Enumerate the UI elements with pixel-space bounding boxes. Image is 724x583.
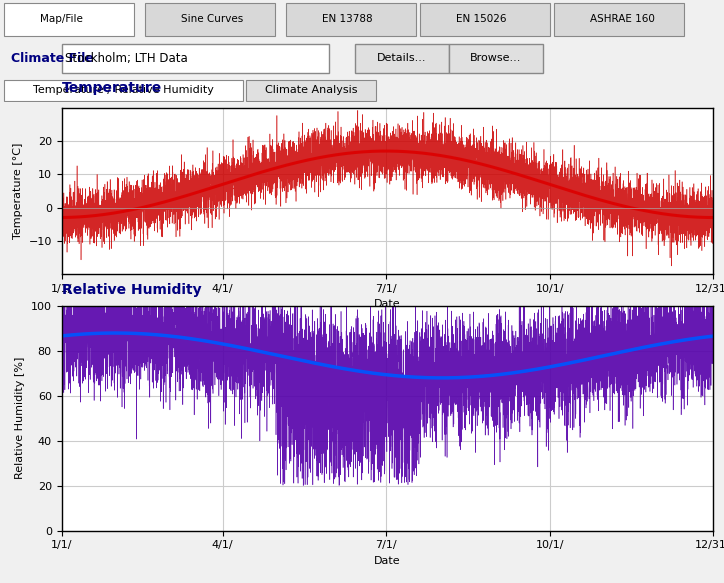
Text: Details...: Details... — [377, 53, 426, 64]
Text: Map/File: Map/File — [40, 14, 83, 24]
Text: Temperature: Temperature — [62, 80, 161, 94]
X-axis label: Date: Date — [374, 556, 400, 566]
FancyBboxPatch shape — [145, 3, 275, 36]
Text: ASHRAE 160: ASHRAE 160 — [590, 14, 655, 24]
Y-axis label: Temperature [°C]: Temperature [°C] — [13, 143, 23, 239]
Y-axis label: Relative Humidity [%]: Relative Humidity [%] — [15, 357, 25, 479]
X-axis label: Date: Date — [374, 299, 400, 310]
Text: Stockholm; LTH Data: Stockholm; LTH Data — [65, 52, 188, 65]
Text: Browse...: Browse... — [471, 53, 521, 64]
FancyBboxPatch shape — [4, 80, 243, 101]
Text: EN 13788: EN 13788 — [322, 14, 373, 24]
FancyBboxPatch shape — [355, 44, 449, 72]
Text: Climate Analysis: Climate Analysis — [265, 85, 358, 95]
FancyBboxPatch shape — [554, 3, 684, 36]
FancyBboxPatch shape — [449, 44, 543, 72]
Text: Climate File: Climate File — [11, 52, 93, 65]
Text: EN 15026: EN 15026 — [456, 14, 507, 24]
Text: Sine Curves: Sine Curves — [181, 14, 243, 24]
Text: Relative Humidity: Relative Humidity — [62, 283, 201, 297]
FancyBboxPatch shape — [4, 3, 134, 36]
FancyBboxPatch shape — [246, 80, 376, 101]
FancyBboxPatch shape — [62, 44, 329, 72]
FancyBboxPatch shape — [420, 3, 550, 36]
Text: Temperature / Relative Humidity: Temperature / Relative Humidity — [33, 85, 214, 95]
FancyBboxPatch shape — [286, 3, 416, 36]
